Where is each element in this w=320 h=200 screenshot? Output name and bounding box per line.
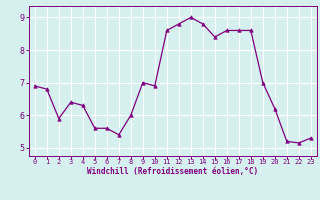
X-axis label: Windchill (Refroidissement éolien,°C): Windchill (Refroidissement éolien,°C) (87, 167, 258, 176)
